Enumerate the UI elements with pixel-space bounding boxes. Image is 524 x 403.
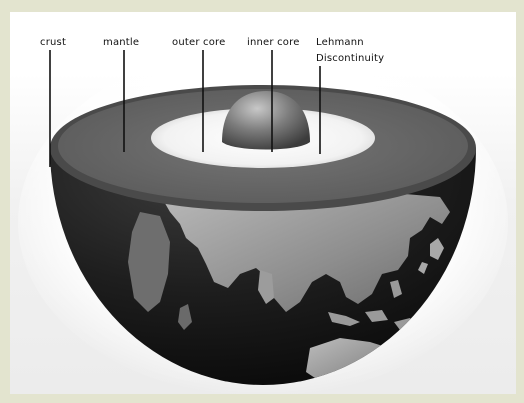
inner-core-sphere <box>222 91 310 150</box>
africa-landmass <box>128 212 170 312</box>
inner-core-label: inner core <box>247 37 300 48</box>
asia-landmass <box>160 180 450 312</box>
pointer-lines <box>49 50 321 167</box>
outer-core-label: outer core <box>172 37 226 48</box>
japan-islands <box>430 238 444 260</box>
lehmann-label-line1: Lehmann <box>316 37 364 48</box>
crust-label: crust <box>40 37 67 48</box>
earth-cutaway-diagram <box>18 47 508 394</box>
lehmann-label-line2: Discontinuity <box>316 53 385 64</box>
mantle-label: mantle <box>103 37 140 48</box>
indonesia-islands <box>328 312 360 326</box>
diagram-frame: crust mantle outer core inner core Lehma… <box>10 12 516 394</box>
